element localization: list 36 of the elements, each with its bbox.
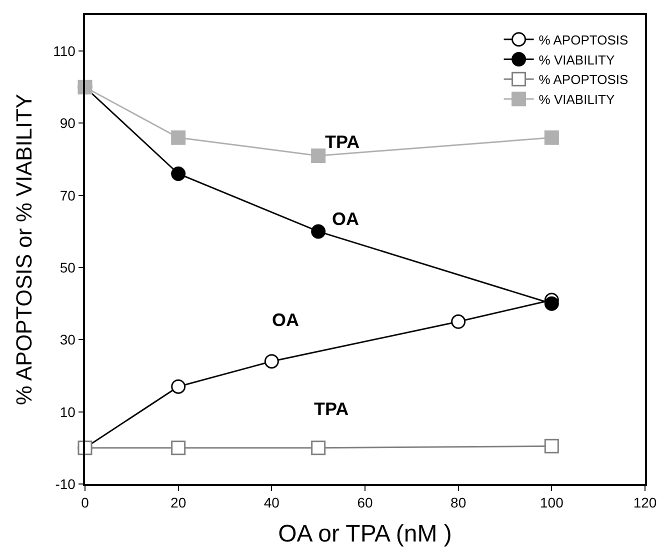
annotation: OA — [332, 209, 359, 229]
y-tick-label: 90 — [60, 115, 76, 132]
x-tick-label: 0 — [81, 494, 90, 511]
x-tick-label: 120 — [633, 494, 657, 511]
y-tick-label: 110 — [53, 42, 76, 59]
y-tick-label: 10 — [60, 404, 76, 420]
point — [171, 130, 186, 145]
annotation: TPA — [314, 399, 349, 419]
x-tick-label: 60 — [357, 494, 373, 511]
point — [544, 438, 559, 454]
x-tick-label: 80 — [450, 494, 466, 511]
x-tick-label: 20 — [170, 494, 186, 511]
y-tick-label: -10 — [55, 476, 76, 492]
annotation: OA — [272, 310, 299, 330]
point — [544, 130, 559, 145]
point — [311, 440, 326, 456]
point — [264, 354, 279, 369]
point — [171, 166, 186, 181]
y-tick-label: 50 — [60, 259, 76, 276]
x-axis-title: OA or TPA (nM ) — [278, 520, 452, 548]
legend-label: % APOPTOSIS — [538, 32, 628, 48]
y-tick-label: 70 — [60, 187, 76, 204]
legend-label: % VIABILITY — [538, 92, 615, 108]
legend-label: % APOPTOSIS — [538, 72, 628, 88]
x-tick-label: 40 — [264, 494, 280, 511]
point — [311, 224, 326, 239]
annotation: TPA — [325, 132, 360, 152]
point — [311, 148, 326, 163]
x-tick-label: 100 — [540, 494, 564, 511]
point — [171, 379, 186, 394]
point — [451, 314, 466, 329]
y-axis-title: % APOPTOSIS or % VIABILITY — [11, 93, 36, 406]
y-tick-label: 30 — [60, 332, 76, 348]
legend-label: % VIABILITY — [538, 52, 615, 68]
point — [544, 296, 559, 311]
point — [171, 440, 186, 456]
